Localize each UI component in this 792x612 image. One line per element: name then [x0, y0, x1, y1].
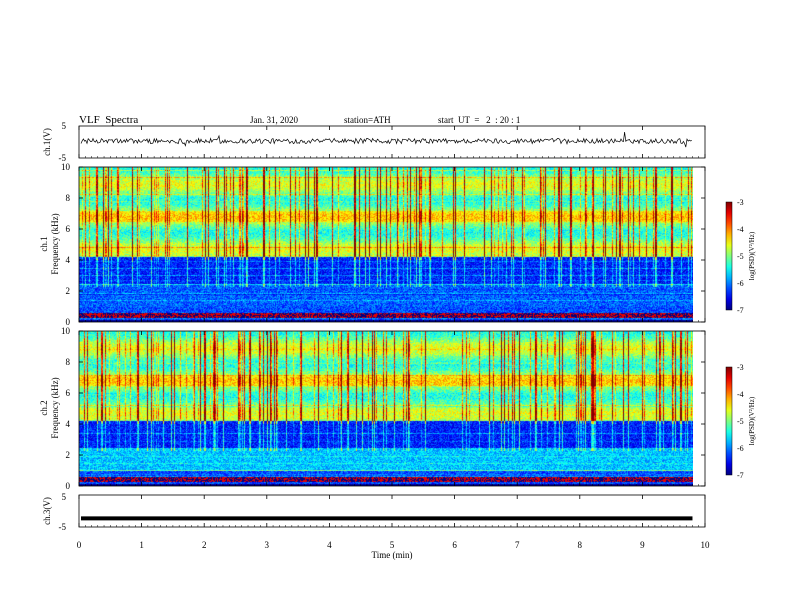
ch1-spec-ylabel-line1: ch.1	[39, 236, 49, 251]
ch3-ytick-bottom: -5	[59, 522, 67, 532]
spec2-ticks-ytick-2: 4	[66, 419, 71, 429]
spec1-ticks-ytick-0: 0	[66, 317, 71, 327]
ch1-colorbar: -3 -4 -5 -6 -7 log(PSD)(V²/Hz)	[725, 198, 756, 315]
spec1-ticks-ytick-2: 4	[66, 255, 71, 265]
cb2-tick-1: -4	[737, 390, 744, 399]
xtick-label-10: 10	[701, 540, 711, 550]
ch1-ytick-bottom: -5	[59, 153, 67, 163]
ch3-ylabel: ch.3(V)	[42, 497, 52, 525]
spec2-ticks-ytick-5: 10	[61, 326, 71, 336]
cb1-bar	[725, 201, 733, 311]
spec2-ticks-ytick-1: 2	[66, 450, 71, 460]
cb1-tick-1: -4	[737, 225, 744, 234]
ch1-spectrogram-image	[79, 167, 693, 322]
ch3-ytick-top: 5	[62, 492, 67, 502]
ch1-ytick-top: 5	[62, 121, 67, 131]
cb1-label: log(PSD)(V²/Hz)	[748, 231, 756, 280]
ch1-spectrogram-panel: 0 2 4 6 8 10 ch.1 Frequency (kHz)	[39, 162, 706, 327]
start-time-label: start UT = 2 : 20 : 1	[438, 115, 521, 125]
chart-title: VLF Spectra	[79, 114, 139, 126]
x-axis-label: Time (min)	[372, 550, 413, 560]
spec2-ticks-ytick-4: 8	[66, 357, 71, 367]
cb2-tick-2: -5	[737, 417, 744, 426]
xtick-label-8: 8	[578, 540, 583, 550]
ch3-frame	[78, 494, 706, 528]
spec1-ticks-ytick-3: 6	[66, 224, 71, 234]
ch1-ylabel: ch.1(V)	[42, 128, 52, 156]
xtick-label-1: 1	[139, 540, 144, 550]
spec2-ticks-ytick-0: 0	[66, 481, 71, 491]
ch2-colorbar: -3 -4 -5 -6 -7 log(PSD)(V²/Hz)	[725, 363, 756, 480]
spec2-ticks-ytick-3: 6	[66, 388, 71, 398]
cb2-bar	[725, 366, 733, 476]
cb1-tick-2: -5	[737, 252, 744, 261]
cb1-tick-0: -3	[737, 198, 744, 207]
ch2-spectrogram-panel: 0 2 4 6 8 10 ch.2 Frequency (kHz)	[39, 326, 706, 491]
x-axis: 0 1 2 3 4 5 6 7 8 9 10	[77, 126, 710, 550]
cb2-tick-4: -7	[737, 471, 744, 480]
ch1-spec-ylabel-line2: Frequency (kHz)	[50, 213, 60, 274]
xtick-label-5: 5	[390, 540, 395, 550]
cb1-tick-3: -6	[737, 279, 744, 288]
xtick-label-9: 9	[640, 540, 645, 550]
xtick-label-4: 4	[327, 540, 332, 550]
xtick-label-6: 6	[452, 540, 457, 550]
spec1-ticks-ytick-4: 8	[66, 193, 71, 203]
ch1-waveform-line	[80, 132, 692, 148]
spec1-ticks-ytick-5: 10	[61, 162, 71, 172]
station-label: station=ATH	[344, 115, 391, 125]
xtick-label-3: 3	[265, 540, 270, 550]
xtick-label-7: 7	[515, 540, 520, 550]
xtick-label-0: 0	[77, 540, 82, 550]
cb2-label: log(PSD)(V²/Hz)	[748, 396, 756, 445]
spec1-ticks-ytick-1: 2	[66, 286, 71, 296]
xtick-label-2: 2	[202, 540, 207, 550]
cb1-tick-4: -7	[737, 306, 744, 315]
ch2-spectrogram-image	[79, 331, 693, 486]
ch2-spec-ylabel-line1: ch.2	[39, 400, 49, 415]
date-label: Jan. 31, 2020	[250, 115, 298, 125]
ch1-frame	[78, 125, 706, 159]
cb2-tick-3: -6	[737, 444, 744, 453]
ch2-spec-ylabel-line2: Frequency (kHz)	[50, 377, 60, 438]
cb2-tick-0: -3	[737, 363, 744, 372]
